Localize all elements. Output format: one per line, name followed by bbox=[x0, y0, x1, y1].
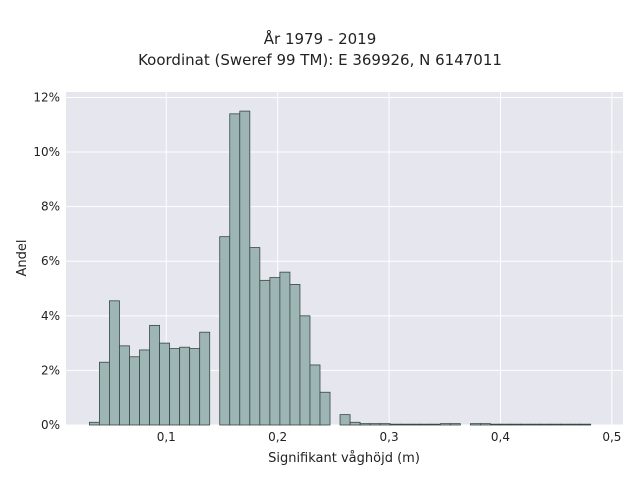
x-tick-label: 0,2 bbox=[268, 430, 287, 444]
histogram-bars bbox=[88, 110, 592, 426]
y-tick-label: 4% bbox=[41, 309, 60, 323]
histogram-bar bbox=[339, 414, 351, 426]
histogram-bar bbox=[299, 315, 311, 426]
histogram-bar bbox=[540, 423, 551, 426]
histogram-bar bbox=[229, 113, 241, 426]
y-tick-label: 2% bbox=[41, 363, 60, 377]
histogram-bar bbox=[289, 284, 301, 426]
histogram-bar bbox=[199, 331, 211, 426]
histogram-bar bbox=[530, 423, 541, 426]
histogram-bar bbox=[169, 348, 181, 426]
histogram-bar bbox=[389, 423, 401, 426]
histogram-bar bbox=[269, 277, 281, 426]
histogram-bar bbox=[449, 423, 461, 426]
histogram-bar bbox=[490, 423, 501, 426]
histogram-bar bbox=[249, 247, 261, 426]
histogram-bar bbox=[580, 423, 592, 426]
histogram-bar bbox=[500, 423, 511, 426]
histogram-bar bbox=[88, 421, 100, 426]
x-tick-label: 0,4 bbox=[491, 430, 510, 444]
histogram-bar bbox=[570, 423, 582, 426]
histogram-bar bbox=[369, 423, 381, 426]
histogram-bar bbox=[429, 423, 441, 426]
x-axis-ticks: 0,1 0,2 0,3 0,4 0,5 bbox=[157, 430, 622, 444]
histogram-bar bbox=[520, 423, 531, 426]
y-axis-label: Andel bbox=[15, 240, 30, 277]
histogram-bar bbox=[149, 324, 160, 426]
y-tick-label: 6% bbox=[41, 254, 60, 268]
histogram-bar bbox=[259, 279, 271, 426]
histogram-bar bbox=[109, 300, 120, 426]
y-tick-label: 0% bbox=[41, 418, 60, 432]
y-tick-label: 10% bbox=[33, 145, 60, 159]
histogram-bar bbox=[139, 349, 150, 426]
histogram-bar bbox=[99, 361, 110, 426]
histogram-bar bbox=[159, 342, 171, 426]
histogram-bar bbox=[179, 346, 191, 426]
histogram-bar bbox=[379, 423, 391, 426]
x-tick-label: 0,1 bbox=[157, 430, 176, 444]
histogram-bar bbox=[419, 423, 431, 426]
histogram-bar bbox=[309, 364, 321, 426]
y-axis-ticks: 0% 2% 4% 6% 8% 10% 12% bbox=[33, 90, 60, 432]
histogram-bar bbox=[550, 423, 562, 426]
histogram-bar bbox=[399, 423, 411, 426]
y-tick-label: 12% bbox=[33, 90, 60, 104]
histogram-bar bbox=[129, 356, 140, 426]
histogram-bar bbox=[349, 421, 361, 426]
histogram-bar bbox=[409, 423, 421, 426]
chart-title: År 1979 - 2019 bbox=[263, 30, 377, 48]
histogram-bar bbox=[219, 236, 231, 426]
x-tick-label: 0,3 bbox=[380, 430, 399, 444]
histogram-bar bbox=[469, 423, 481, 426]
histogram-bar bbox=[319, 391, 331, 426]
y-tick-label: 8% bbox=[41, 200, 60, 214]
histogram-bar bbox=[510, 423, 521, 426]
histogram-bar bbox=[480, 423, 491, 426]
x-axis-label: Signifikant våghöjd (m) bbox=[268, 451, 420, 466]
histogram-bar bbox=[439, 423, 451, 426]
histogram-bar bbox=[119, 345, 130, 426]
histogram-bar bbox=[279, 271, 291, 426]
histogram-bar bbox=[189, 348, 201, 426]
x-tick-label: 0,5 bbox=[602, 430, 621, 444]
chart-subtitle: Koordinat (Sweref 99 TM): E 369926, N 61… bbox=[138, 51, 502, 69]
histogram-bar bbox=[239, 110, 251, 426]
histogram-bar bbox=[560, 423, 572, 426]
histogram-bar bbox=[359, 423, 371, 426]
